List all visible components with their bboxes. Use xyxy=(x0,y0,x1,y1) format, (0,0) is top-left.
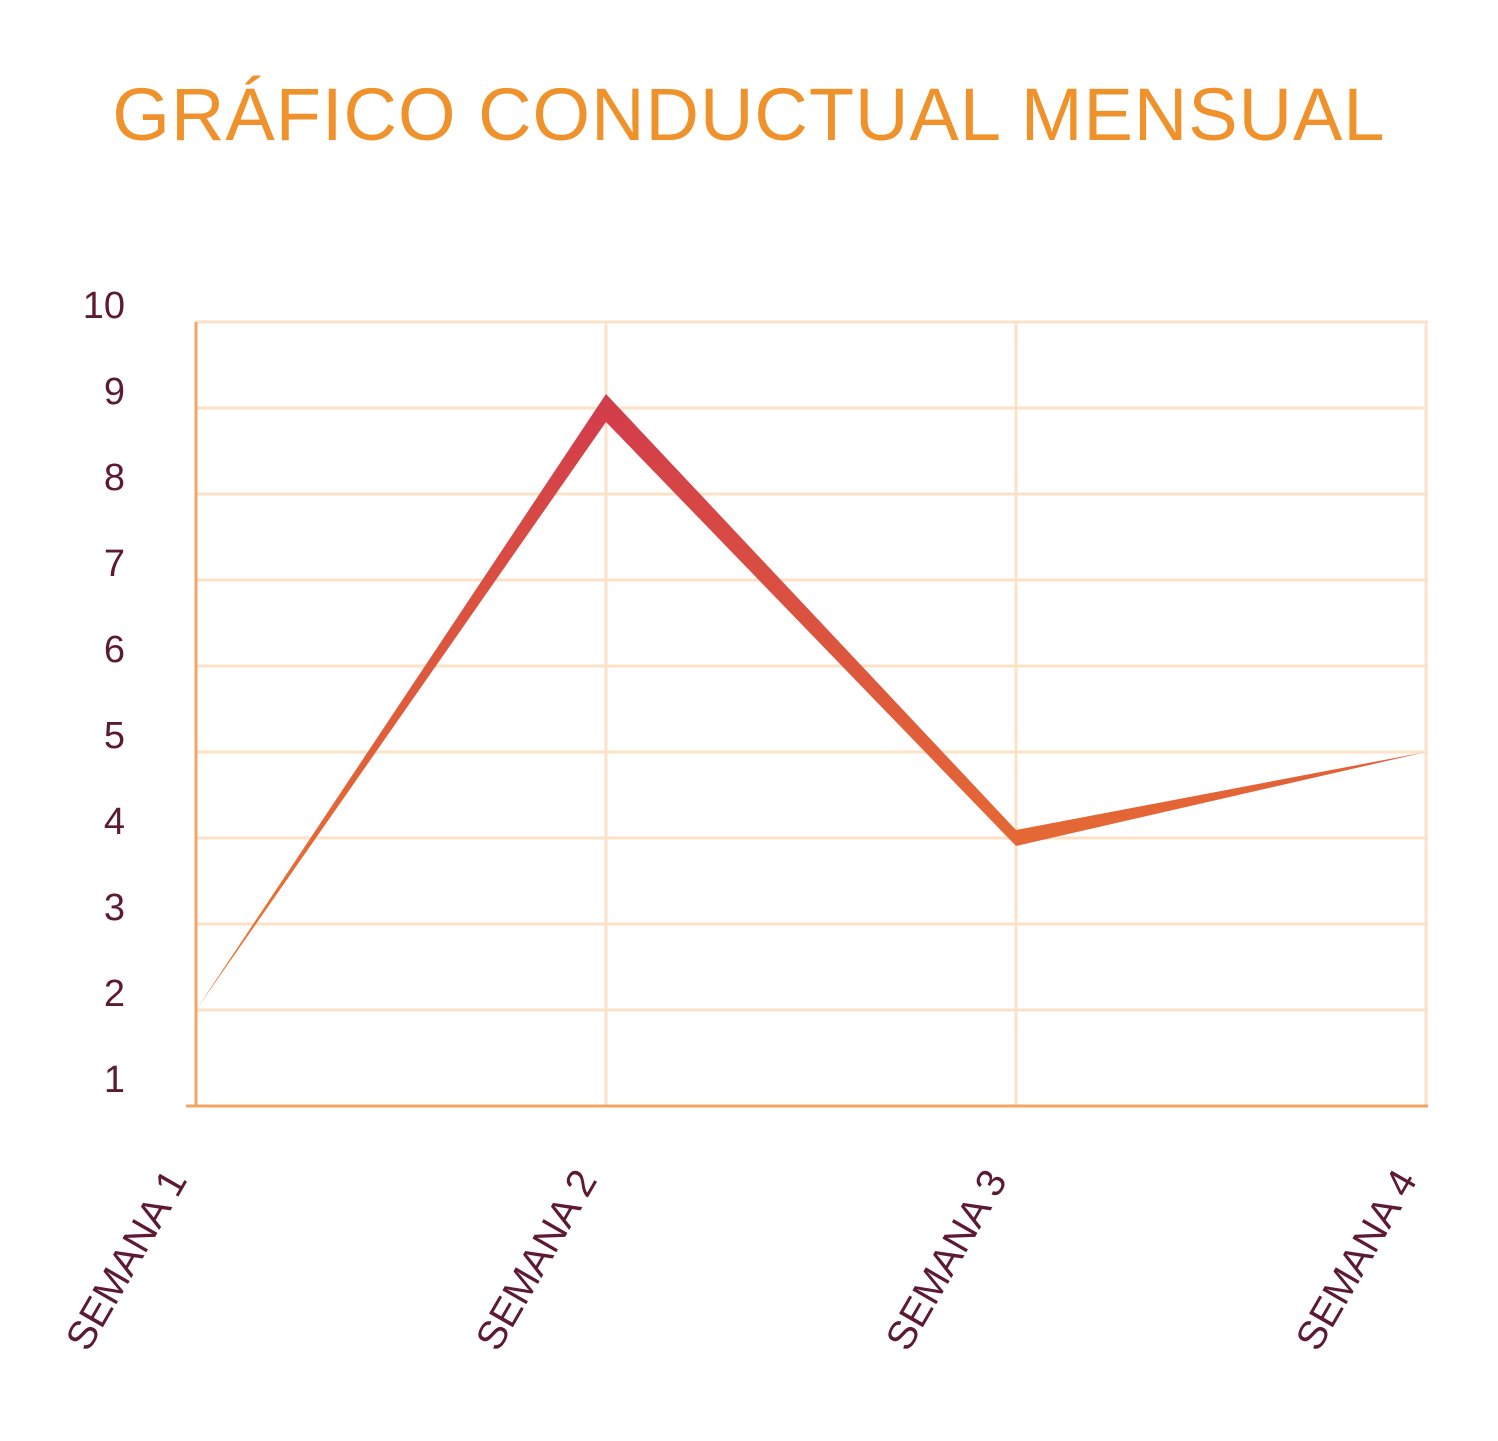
y-tick-label-7: 7 xyxy=(104,543,125,585)
y-tick-label-2: 2 xyxy=(104,973,125,1015)
y-tick-label-8: 8 xyxy=(104,457,125,499)
series-line-1 xyxy=(196,394,1426,1010)
series-layer xyxy=(196,394,1426,1010)
x-tick-label-1: SEMANA 1 xyxy=(58,1163,196,1358)
y-tick-label-1: 1 xyxy=(104,1059,125,1101)
y-tick-label-10: 10 xyxy=(83,285,125,327)
y-tick-label-4: 4 xyxy=(104,801,125,843)
x-tick-label-3: SEMANA 3 xyxy=(878,1163,1016,1358)
grid-lines xyxy=(196,320,1428,1106)
y-tick-label-9: 9 xyxy=(104,371,125,413)
y-tick-label-5: 5 xyxy=(104,715,125,757)
x-tick-label-4: SEMANA 4 xyxy=(1288,1163,1426,1358)
x-tick-label-2: SEMANA 2 xyxy=(468,1163,606,1358)
y-axis-tick-labels: 1 2 3 4 5 6 7 8 9 10 xyxy=(83,285,125,1101)
axes xyxy=(186,322,1428,1108)
y-tick-label-3: 3 xyxy=(104,887,125,929)
chart-title: GRÁFICO CONDUCTUAL MENSUAL xyxy=(112,73,1386,156)
y-tick-label-6: 6 xyxy=(104,629,125,671)
x-axis-tick-labels: SEMANA 1 SEMANA 2 SEMANA 3 SEMANA 4 xyxy=(58,1163,1426,1358)
